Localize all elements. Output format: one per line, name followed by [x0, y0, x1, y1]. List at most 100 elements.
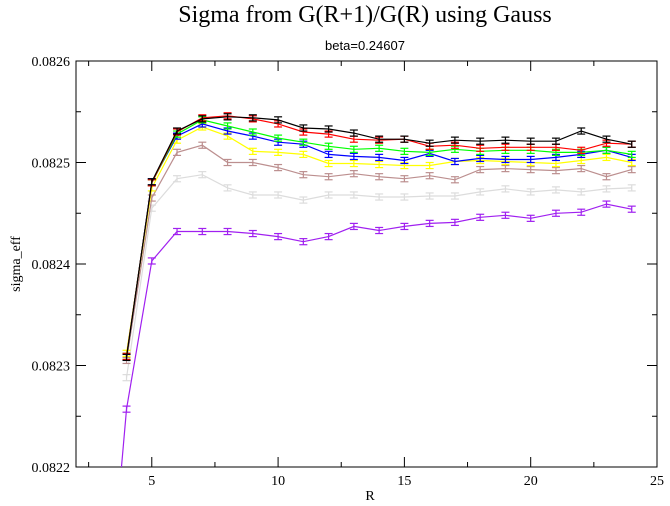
- data-point: [476, 137, 485, 145]
- plot-frame: [75, 60, 658, 468]
- data-point: [223, 227, 232, 236]
- x-tick-label: 20: [524, 474, 538, 489]
- data-point: [602, 153, 611, 162]
- data-point: [400, 193, 409, 201]
- data-point: [173, 148, 182, 156]
- data-point: [324, 191, 333, 199]
- series-brown: [122, 141, 636, 365]
- data-point: [349, 170, 358, 178]
- data-point: [602, 200, 611, 208]
- data-point: [299, 150, 308, 159]
- chart-subtitle: beta=0.24607: [325, 38, 405, 53]
- data-point: [501, 211, 510, 219]
- data-point: [476, 165, 485, 174]
- data-point: [299, 238, 308, 246]
- data-point: [501, 143, 510, 151]
- data-point: [299, 171, 308, 179]
- y-axis-label: sigma_eff: [9, 236, 24, 292]
- y-tick-label: 0.0822: [32, 461, 71, 476]
- series-grey-line: [125, 174, 632, 378]
- data-point: [501, 155, 510, 164]
- data-point: [425, 161, 434, 170]
- data-point: [274, 116, 283, 124]
- data-point: [198, 115, 207, 123]
- y-tick-label: 0.0823: [32, 360, 71, 375]
- data-point: [526, 188, 535, 196]
- data-point: [349, 152, 358, 161]
- data-point: [173, 227, 182, 236]
- data-point: [147, 257, 156, 265]
- data-point: [324, 150, 333, 159]
- data-point: [274, 232, 283, 241]
- data-point: [425, 139, 434, 147]
- data-point: [551, 137, 560, 145]
- data-point: [324, 232, 333, 241]
- data-point: [324, 125, 333, 133]
- data-point: [248, 114, 257, 122]
- data-point: [425, 172, 434, 180]
- data-point: [627, 150, 636, 159]
- data-point: [501, 185, 510, 193]
- chart-title: Sigma from G(R+1)/G(R) using Gauss: [178, 2, 552, 28]
- data-point: [551, 209, 560, 217]
- data-point: [375, 173, 384, 181]
- data-point: [400, 222, 409, 231]
- data-point: [375, 144, 384, 152]
- data-point: [173, 175, 182, 183]
- data-point: [248, 191, 257, 199]
- data-point: [627, 184, 636, 192]
- data-point: [476, 188, 485, 196]
- data-point: [349, 129, 358, 137]
- data-point: [476, 154, 485, 163]
- series-violet-extension: [120, 409, 128, 467]
- data-point: [551, 186, 560, 194]
- x-axis-label: R: [365, 489, 375, 504]
- data-point: [476, 213, 485, 221]
- series-blue: [122, 120, 636, 362]
- data-point: [299, 124, 308, 132]
- series-grey: [122, 171, 636, 382]
- data-point: [173, 127, 182, 135]
- x-tick-label: 15: [397, 474, 411, 489]
- series-black: [122, 113, 636, 362]
- data-point: [299, 196, 308, 204]
- y-tick-label: 0.0824: [32, 258, 71, 273]
- data-point: [476, 144, 485, 152]
- data-point: [450, 157, 459, 166]
- data-point: [627, 140, 636, 148]
- data-point: [198, 141, 207, 149]
- data-point: [577, 127, 586, 135]
- data-point: [450, 192, 459, 200]
- data-point: [274, 134, 283, 142]
- data-point: [577, 164, 586, 173]
- data-point: [375, 153, 384, 162]
- data-point: [198, 171, 207, 179]
- data-point: [375, 160, 384, 169]
- data-point: [627, 165, 636, 174]
- data-point: [602, 185, 611, 193]
- data-point: [526, 155, 535, 164]
- data-point: [147, 178, 156, 186]
- data-point: [551, 166, 560, 175]
- data-point: [526, 165, 535, 174]
- data-point: [198, 227, 207, 236]
- data-point: [122, 353, 131, 362]
- data-point: [577, 146, 586, 154]
- data-point: [122, 374, 131, 382]
- data-point: [375, 226, 384, 235]
- plot-area: 5 10 15 20 25 0.0822 0.0823 0.0824 0.0825 0.0826: [32, 55, 665, 489]
- data-point: [400, 135, 409, 143]
- data-point: [400, 147, 409, 155]
- series-green: [122, 116, 636, 361]
- data-point: [324, 142, 333, 150]
- data-point: [248, 229, 257, 238]
- data-point: [375, 135, 384, 143]
- x-tick-label: 25: [650, 474, 664, 489]
- data-point: [349, 159, 358, 168]
- data-point: [501, 164, 510, 173]
- data-point: [248, 128, 257, 136]
- data-point: [400, 156, 409, 165]
- data-point: [602, 146, 611, 154]
